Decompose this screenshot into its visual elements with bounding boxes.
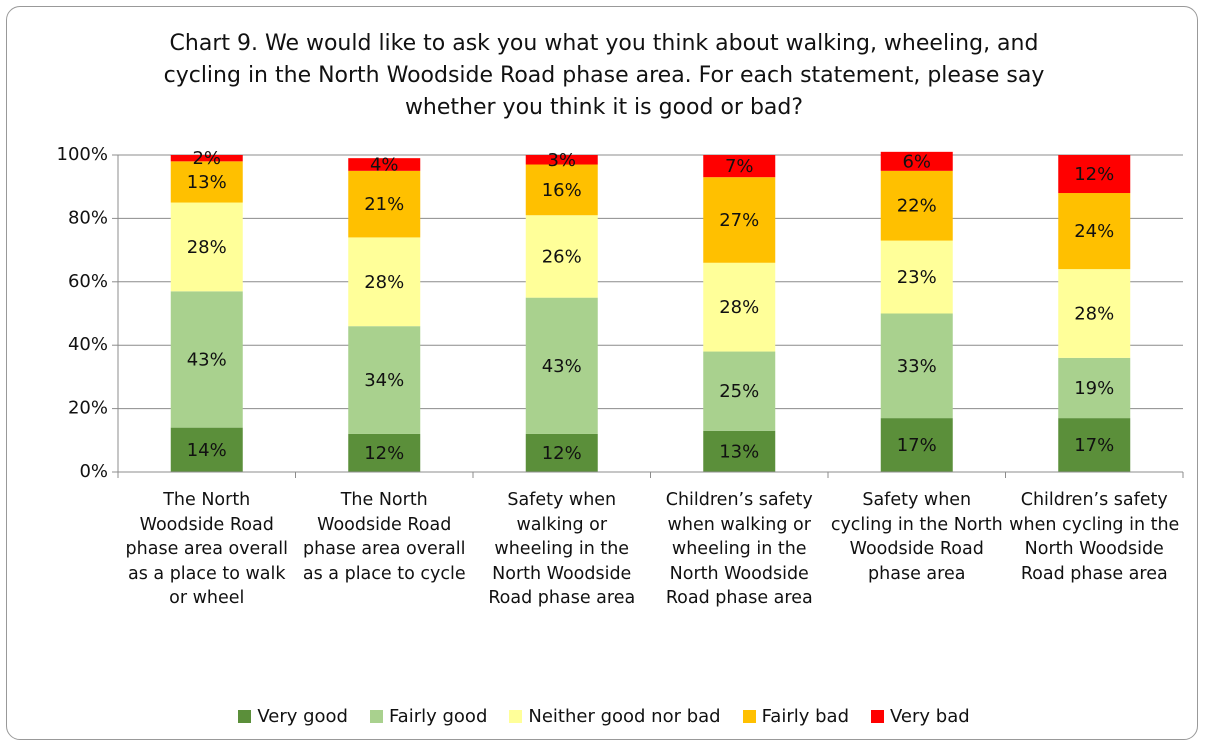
data-label: 19% <box>1074 378 1114 399</box>
data-label: 16% <box>542 180 582 201</box>
bar-segment <box>525 297 598 434</box>
bar-segment <box>170 427 243 472</box>
data-label: 24% <box>1074 221 1114 242</box>
x-tick-label: Children’s safety when cycling in the No… <box>1009 490 1180 584</box>
bar-segment <box>348 158 421 171</box>
bar-segment <box>880 418 953 472</box>
data-label: 43% <box>542 356 582 377</box>
bar-segment <box>880 240 953 314</box>
data-label: 28% <box>364 272 404 293</box>
y-tick-label: 20% <box>68 398 108 419</box>
data-label: 12% <box>542 443 582 464</box>
legend-item: Very good <box>238 706 348 727</box>
x-tick-label: Children’s safety when walking or wheeli… <box>665 490 813 608</box>
data-label: 14% <box>187 440 227 461</box>
data-label: 3% <box>547 150 576 171</box>
bar-segment <box>170 202 243 292</box>
y-tick-label: 60% <box>68 271 108 292</box>
data-label: 13% <box>187 172 227 193</box>
bar-segment <box>703 155 776 178</box>
bar-segment <box>703 262 776 352</box>
data-label: 27% <box>719 210 759 231</box>
data-label: 28% <box>187 237 227 258</box>
data-label: 4% <box>370 155 399 176</box>
bar-segment <box>1058 418 1131 472</box>
legend-item: Neither good nor bad <box>509 706 721 727</box>
bar-segment <box>525 155 598 165</box>
legend-label: Fairly bad <box>761 706 849 727</box>
legend-item: Fairly good <box>369 706 488 727</box>
data-label: 12% <box>1074 164 1114 185</box>
bar-segment <box>1058 269 1131 358</box>
data-label: 2% <box>192 148 221 169</box>
data-label: 13% <box>719 441 759 462</box>
bar-segment <box>348 326 421 434</box>
bar-segment <box>348 433 421 472</box>
bar-segment <box>1058 155 1131 194</box>
data-label: 7% <box>725 156 754 177</box>
legend-swatch <box>238 710 252 723</box>
legend-item: Fairly bad <box>742 706 849 727</box>
bar-segment <box>170 291 243 428</box>
bar-segment <box>703 351 776 431</box>
bar-segment <box>525 215 598 298</box>
legend-label: Neither good nor bad <box>528 706 721 727</box>
bar-segment <box>348 170 421 238</box>
bar-segment <box>880 151 953 171</box>
bar-segment <box>525 433 598 472</box>
chart-frame <box>6 6 1198 740</box>
legend-swatch <box>871 710 884 723</box>
data-label: 28% <box>719 297 759 318</box>
y-tick-label: 80% <box>68 207 108 228</box>
data-label: 28% <box>1074 304 1114 325</box>
chart-title: Chart 9. We would like to ask you what y… <box>163 31 1045 120</box>
legend-swatch <box>369 710 383 723</box>
data-label: 26% <box>542 246 582 267</box>
bar-segment <box>525 164 598 216</box>
y-tick-label: 0% <box>79 461 108 482</box>
data-label: 21% <box>364 194 404 215</box>
legend-label: Fairly good <box>388 706 488 727</box>
data-label: 23% <box>897 267 937 288</box>
data-label: 34% <box>364 370 404 391</box>
legend-swatch <box>742 710 756 723</box>
legend: Very good Fairly good Neither good nor bad… <box>0 706 1208 727</box>
data-label: 12% <box>364 443 404 464</box>
bar-segment <box>880 313 953 419</box>
bar-segment <box>348 237 421 327</box>
legend-swatch <box>509 710 523 723</box>
data-label: 22% <box>897 196 937 217</box>
x-tick-label: The North Woodside Road phase area overa… <box>125 490 288 608</box>
data-label: 6% <box>902 151 931 172</box>
bar-segment <box>170 155 243 162</box>
x-tick-label: The North Woodside Road phase area overa… <box>302 490 466 584</box>
legend-label: Very good <box>257 706 348 727</box>
data-label: 25% <box>719 381 759 402</box>
x-tick-label: Safety when cycling in the North Woodsid… <box>830 490 1003 584</box>
legend-label: Very bad <box>890 706 970 727</box>
bar-segment <box>1058 193 1131 270</box>
data-label: 33% <box>897 356 937 377</box>
data-label: 17% <box>1074 435 1114 456</box>
bar-segment <box>880 170 953 241</box>
bar-segment <box>170 161 243 203</box>
bar-segment <box>1058 357 1131 419</box>
bar-segment <box>703 430 776 472</box>
data-label: 43% <box>187 349 227 370</box>
data-label: 17% <box>897 435 937 456</box>
y-tick-label: 40% <box>68 334 108 355</box>
legend-item: Very bad <box>871 706 970 727</box>
bar-segment <box>703 177 776 263</box>
x-tick-label: Safety when walking or wheeling in the N… <box>488 490 636 608</box>
y-tick-label: 100% <box>57 144 108 165</box>
